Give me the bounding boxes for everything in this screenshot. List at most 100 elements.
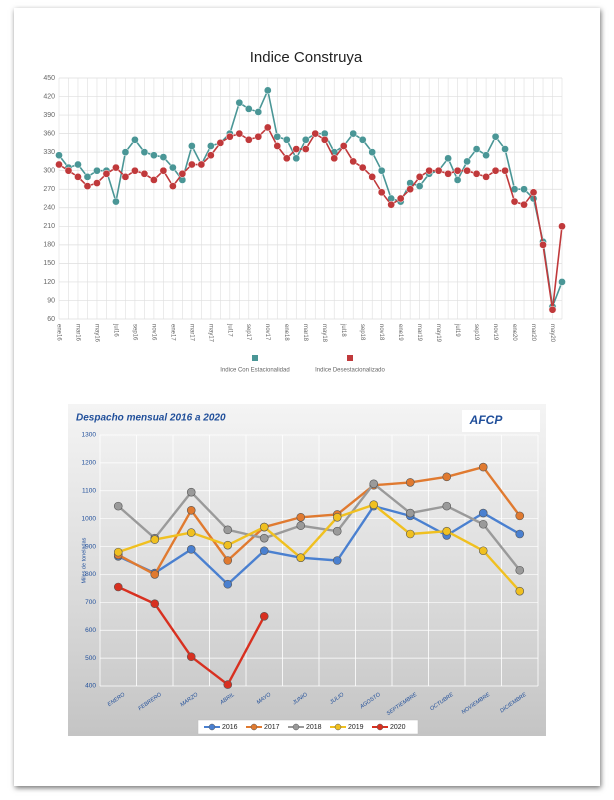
data-point: [140, 148, 149, 157]
y-tick-label: 270: [43, 186, 55, 193]
x-tick-label: sep17: [245, 324, 251, 341]
data-point: [188, 160, 196, 169]
x-tick-label: ene16: [55, 324, 61, 341]
data-point: [131, 135, 139, 144]
data-point: [369, 500, 379, 510]
data-point: [235, 129, 244, 138]
data-point: [339, 142, 348, 150]
data-point: [150, 151, 158, 160]
x-tick-label: jul17: [226, 323, 232, 337]
legend-label: 2018: [306, 724, 322, 731]
y-tick-label: 600: [85, 627, 96, 634]
data-point: [121, 148, 130, 157]
x-tick-label: ene18: [283, 324, 289, 341]
legend-label: Indice Desestacionalizado: [315, 368, 385, 374]
x-tick-label: jul16: [112, 323, 118, 337]
data-point: [121, 173, 130, 181]
x-tick-label: nov17: [264, 324, 270, 341]
y-tick-label: 180: [43, 242, 55, 249]
data-point: [206, 151, 215, 160]
data-point: [515, 529, 525, 539]
data-point: [406, 185, 415, 194]
data-point: [377, 166, 386, 175]
data-point: [225, 132, 234, 141]
legend-label: 2017: [264, 724, 280, 731]
data-point: [548, 305, 557, 314]
data-point: [292, 154, 301, 163]
y-tick-label: 1100: [82, 487, 96, 494]
data-point: [478, 508, 488, 518]
x-tick-label: jul18: [340, 323, 346, 337]
x-tick-label: mar16: [74, 324, 80, 342]
legend-marker: [376, 723, 384, 731]
y-tick-label: 900: [85, 543, 96, 550]
data-point: [515, 565, 525, 575]
data-point: [93, 179, 101, 187]
x-tick-label: ene17: [169, 324, 175, 341]
data-point: [332, 512, 342, 522]
data-point: [263, 86, 272, 95]
data-point: [472, 145, 481, 153]
data-point: [259, 546, 269, 556]
x-tick-label: sep18: [359, 324, 365, 341]
data-point: [296, 553, 306, 563]
y-tick-label: 300: [43, 168, 55, 175]
data-point: [102, 169, 111, 178]
logo-box: [462, 410, 540, 432]
data-point: [159, 166, 168, 175]
y-tick-label: 360: [43, 130, 55, 137]
series-line: [117, 503, 521, 592]
data-point: [415, 182, 424, 190]
data-point: [501, 145, 509, 153]
y-axis-label: Miles de toneladas: [81, 537, 87, 583]
data-point: [150, 535, 160, 544]
series-line: [117, 482, 521, 572]
data-point: [311, 129, 320, 138]
data-point: [178, 169, 187, 178]
data-point: [112, 197, 120, 206]
data-point: [259, 533, 269, 543]
legend-swatch: [252, 355, 258, 361]
legend-marker: [292, 723, 300, 731]
y-tick-label: 450: [43, 75, 55, 82]
data-point: [482, 151, 490, 160]
x-tick-label: jul19: [454, 323, 460, 337]
data-point: [301, 135, 310, 144]
data-point: [223, 556, 233, 565]
data-point: [197, 160, 206, 169]
data-point: [463, 166, 471, 175]
x-tick-label: mar17: [188, 324, 194, 342]
data-point: [558, 222, 566, 231]
data-point: [273, 142, 282, 150]
x-tick-label: may20: [549, 324, 555, 343]
y-tick-label: 240: [43, 205, 55, 212]
data-point: [296, 512, 306, 522]
y-tick-label: 400: [85, 683, 96, 690]
x-tick-label: ene19: [397, 324, 403, 341]
y-tick-label: 150: [43, 260, 55, 267]
data-point: [186, 487, 196, 497]
data-point: [223, 579, 233, 589]
data-point: [112, 163, 120, 172]
data-point: [472, 169, 481, 178]
data-point: [74, 173, 82, 181]
legend-marker: [250, 723, 258, 731]
x-tick-label: ene20: [511, 324, 517, 341]
data-point: [254, 132, 263, 141]
data-point: [515, 586, 525, 596]
data-point: [188, 142, 196, 150]
data-point: [83, 182, 92, 190]
data-point: [444, 169, 452, 178]
data-point: [520, 200, 528, 209]
x-tick-label: nov19: [492, 324, 498, 341]
x-tick-label: mar19: [416, 324, 422, 342]
data-point: [186, 505, 196, 515]
data-point: [444, 154, 452, 163]
y-tick-label: 390: [43, 112, 55, 119]
data-point: [501, 166, 509, 175]
legend-label: 2019: [348, 724, 364, 731]
data-point: [64, 166, 73, 175]
data-point: [332, 556, 342, 565]
data-point: [259, 611, 269, 621]
